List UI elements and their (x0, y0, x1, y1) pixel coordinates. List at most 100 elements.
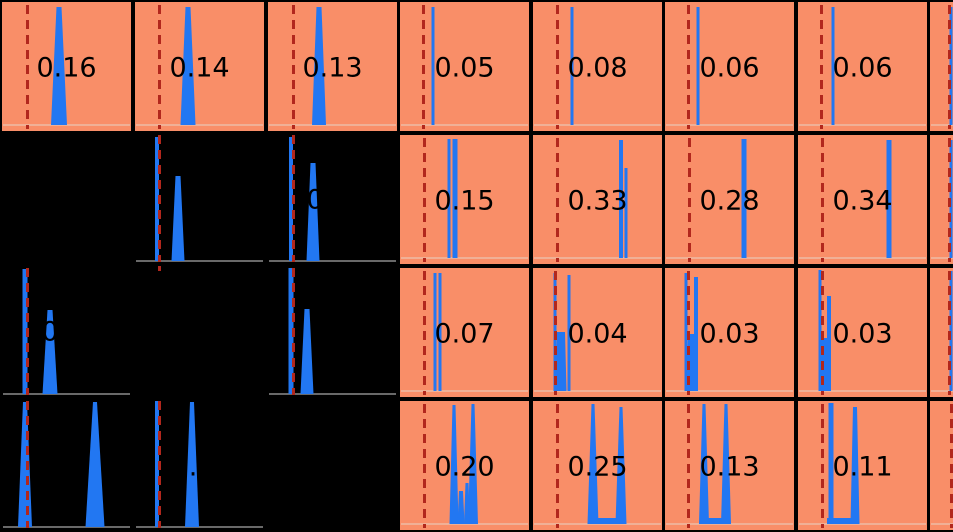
cell-value-label: 0.25 (567, 451, 628, 483)
density-shape (587, 404, 599, 524)
density-shape (567, 275, 571, 391)
grid-cell-r3c4: 0.07 (398, 266, 531, 399)
density-shape (171, 176, 185, 261)
density-shape (289, 137, 293, 261)
cell-plot-canvas (136, 5, 263, 129)
density-shape (457, 491, 465, 524)
density-shape (51, 7, 67, 125)
cell-plot-canvas (931, 5, 953, 129)
cell-value-label: 0.13 (302, 52, 363, 84)
cell-value-label: 0.33 (567, 185, 628, 217)
density-shape (703, 518, 727, 524)
cell-plot-canvas (3, 401, 130, 528)
cell-value-label: 0.14 (169, 52, 230, 84)
grid-cell-r3c5: 0.04 (531, 266, 664, 399)
cell-value-label: 0.03 (832, 318, 893, 350)
grid-cell-r1c8 (928, 0, 953, 133)
cell-plot-canvas (136, 401, 263, 528)
density-shape (431, 7, 435, 125)
cell-plot-canvas (401, 5, 528, 129)
cell-plot-canvas (3, 5, 130, 129)
cell-plot-canvas (666, 138, 793, 262)
cell-plot-canvas (666, 271, 793, 395)
grid-cell-r2c8 (928, 133, 953, 266)
cell-value-label: 0.08 (567, 52, 628, 84)
density-shape (85, 402, 105, 527)
density-shape (449, 405, 459, 524)
density-shape (452, 139, 458, 258)
cell-plot-canvas (269, 268, 396, 395)
density-shape (850, 407, 860, 524)
occluded-label-fragment: 0 (306, 184, 324, 216)
cell-plot-canvas (799, 138, 926, 262)
cell-plot-canvas (799, 403, 926, 528)
cell-plot-canvas (931, 404, 953, 528)
cell-value-label: 0.20 (434, 451, 495, 483)
cell-plot-canvas (269, 135, 396, 262)
density-shape (438, 273, 442, 391)
density-shape (312, 7, 326, 125)
grid-cell-r1c3: 0.13 (266, 0, 399, 133)
grid-cell-r4c5: 0.25 (531, 399, 664, 532)
cell-value-label: 0.15 (434, 185, 495, 217)
density-shape (468, 404, 478, 524)
grid-cell-r2c5: 0.33 (531, 133, 664, 266)
cell-plot-canvas (799, 5, 926, 129)
density-shape (721, 404, 731, 524)
density-shape (18, 402, 32, 527)
grid-cell-r4c8 (928, 399, 953, 532)
density-shape (696, 7, 700, 125)
cell-plot-canvas (266, 399, 399, 532)
cell-plot-canvas (401, 404, 528, 528)
grid-cell-r1c4: 0.05 (398, 0, 531, 133)
density-shape (155, 137, 159, 261)
cell-plot-canvas (666, 404, 793, 528)
grid-cell-r4c6: 0.13 (663, 399, 796, 532)
density-shape (570, 7, 574, 125)
grid-cell-r3c8 (928, 266, 953, 399)
density-shape (886, 140, 892, 258)
grid-cell-r1c1: 0.16 (0, 0, 133, 133)
grid-cell-r4c7: 0.11 (796, 399, 929, 532)
grid-cell-r4c4: 0.20 (398, 399, 531, 532)
cell-plot-canvas (269, 5, 396, 129)
density-shape (300, 309, 314, 394)
grid-cell-r1c6: 0.06 (663, 0, 796, 133)
grid-cell-r4c2: . (133, 399, 266, 532)
density-shape (22, 269, 28, 394)
grid-cell-r2c6: 0.28 (663, 133, 796, 266)
density-shape (828, 403, 834, 524)
grid-cell-r4c1 (0, 399, 133, 532)
density-shape (827, 518, 857, 524)
cell-plot-canvas (534, 5, 661, 129)
cell-plot-canvas (3, 268, 130, 395)
grid-cell-r3c2 (133, 266, 266, 399)
cell-plot-canvas (534, 138, 661, 262)
cell-value-label: 0.28 (699, 185, 760, 217)
cell-value-label: 0.16 (36, 52, 97, 84)
density-shape (694, 277, 698, 391)
grid-cell-r3c6: 0.03 (663, 266, 796, 399)
density-shape (699, 404, 709, 524)
density-shape (818, 270, 822, 391)
cell-plot-canvas (534, 404, 661, 528)
cell-plot-canvas (136, 135, 263, 262)
cell-value-label: 0.06 (699, 52, 760, 84)
cell-plot-canvas (666, 5, 793, 129)
density-shape (615, 407, 627, 524)
density-shape (464, 483, 470, 524)
density-shape (555, 332, 567, 391)
grid-cell-r2c3: 0 (266, 133, 399, 266)
density-shape (624, 168, 628, 258)
grid-cell-r1c5: 0.08 (531, 0, 664, 133)
cell-plot-canvas (534, 271, 661, 395)
density-shape (591, 518, 621, 524)
grid-cell-r2c1 (0, 133, 133, 266)
grid-cell-r2c7: 0.34 (796, 133, 929, 266)
grid-cell-r3c7: 0.03 (796, 266, 929, 399)
density-shape (831, 7, 835, 125)
cell-plot-canvas (931, 271, 953, 395)
density-shape (741, 139, 747, 258)
cell-value-label: 0.11 (832, 451, 893, 483)
density-shape (180, 7, 196, 125)
